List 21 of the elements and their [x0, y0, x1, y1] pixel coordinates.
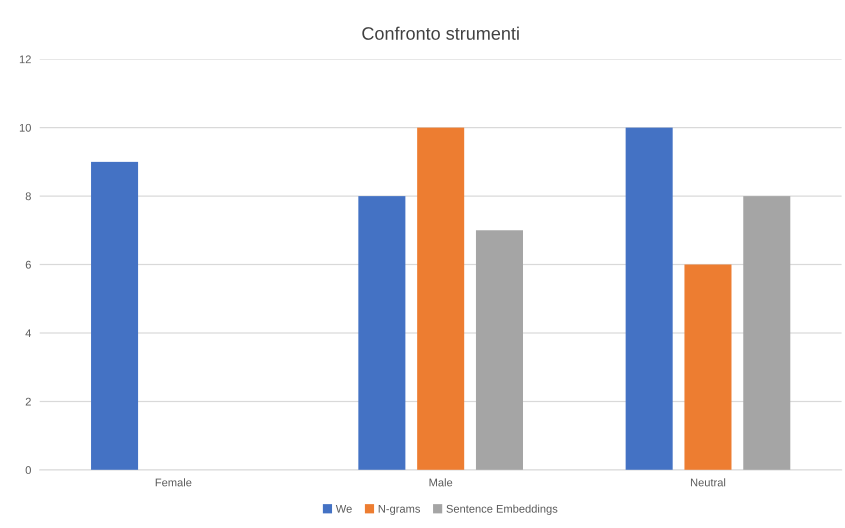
x-tick-label: Neutral: [690, 478, 726, 486]
bar: [743, 196, 790, 470]
bar: [476, 230, 523, 470]
legend-label: We: [336, 504, 352, 513]
y-tick-label: 10: [20, 124, 31, 132]
y-tick-label: 2: [26, 398, 31, 406]
bar: [417, 128, 464, 470]
x-tick-label: Female: [156, 478, 192, 486]
x-tick-label: Male: [430, 478, 452, 486]
bar: [626, 128, 673, 470]
y-tick-label: 4: [25, 329, 32, 338]
chart-title: Confronto strumenti: [362, 26, 519, 40]
bar: [358, 196, 406, 470]
y-tick-label: 8: [26, 192, 31, 200]
bar: [91, 162, 138, 470]
bar: [684, 264, 732, 470]
legend-label: Sentence Embeddings: [446, 504, 558, 515]
legend-label: N-grams: [378, 504, 420, 515]
y-tick-label: 12: [20, 55, 31, 64]
y-tick-label: 6: [26, 260, 31, 269]
y-tick-label: 0: [26, 466, 31, 474]
